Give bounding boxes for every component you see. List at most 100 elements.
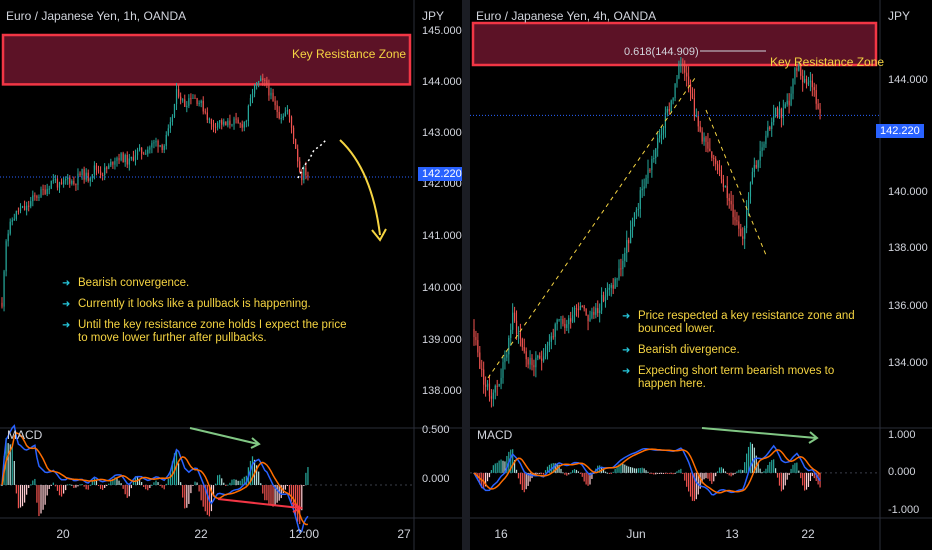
candle-body (807, 82, 810, 85)
candle-body (7, 233, 9, 242)
macd-histogram-bar (9, 444, 11, 486)
macd-histogram-bar (802, 472, 804, 486)
macd-histogram-bar (485, 472, 487, 487)
candle-body (34, 195, 36, 197)
candle-body (110, 161, 112, 166)
arrow-right-icon: ➜ (62, 299, 71, 310)
candle-body (87, 172, 89, 181)
macd-histogram-bar (169, 472, 171, 486)
x-tick: 16 (494, 527, 508, 541)
candle-body (515, 320, 518, 334)
panel-divider[interactable] (462, 0, 470, 550)
macd-histogram-bar (715, 472, 717, 477)
macd-histogram-bar (618, 464, 620, 473)
macd-histogram-bar (19, 485, 22, 508)
macd-histogram-bar (83, 485, 85, 487)
candle-body (128, 158, 130, 165)
candle-body (575, 307, 578, 309)
candle-body (169, 121, 171, 129)
macd-histogram-bar (811, 472, 813, 477)
macd-histogram-bar (711, 472, 713, 484)
macd-trend-line (189, 427, 259, 445)
macd-histogram-bar (527, 472, 529, 486)
candle-body (91, 174, 93, 179)
candle-body (562, 319, 564, 324)
candle-body (747, 196, 750, 210)
candle-body (95, 165, 98, 170)
candle-body (118, 158, 120, 161)
candle-body (572, 315, 574, 322)
candle-body (155, 140, 157, 143)
macd-histogram-bar (212, 485, 215, 497)
macd-histogram-bar (792, 464, 794, 473)
macd-histogram-bar (765, 468, 767, 473)
macd-histogram-bar (270, 485, 272, 506)
candle-body (301, 171, 303, 181)
macd-histogram-bar (535, 472, 537, 475)
macd-histogram-bar (161, 485, 163, 488)
candle-body (688, 76, 690, 85)
candle-body (292, 127, 295, 140)
candle-body (744, 228, 746, 239)
candle-body (622, 260, 624, 269)
candle-body (9, 221, 11, 234)
candle-body (106, 167, 108, 169)
macd-histogram-bar (610, 472, 612, 474)
candle-body (695, 115, 697, 117)
histogram-trend-arrowhead (291, 502, 304, 513)
macd-histogram-bar (515, 469, 518, 473)
macd-histogram-bar (560, 468, 562, 473)
candle-body (589, 318, 591, 322)
macd-histogram-bar (219, 474, 221, 486)
macd-histogram-bar (790, 468, 792, 473)
candle-body (707, 141, 709, 149)
candle-body (662, 128, 665, 134)
candle-body (512, 312, 514, 330)
candle-body (40, 189, 42, 197)
candle-body (276, 105, 278, 112)
chart-4h-canvas[interactable] (470, 0, 932, 550)
macd-histogram-bar (678, 469, 680, 473)
macd-histogram-bar (46, 485, 48, 496)
candle-body (608, 287, 610, 290)
candle-body (570, 318, 572, 322)
chart-panel-1h[interactable]: Euro / Japanese Yen, 1h, OANDA JPY Key R… (0, 0, 466, 550)
arrow-right-icon: ➜ (622, 311, 631, 322)
macd-histogram-bar (210, 485, 213, 512)
chart-panel-4h[interactable]: Euro / Japanese Yen, 4h, OANDA JPY 0.618… (470, 0, 932, 550)
histogram-trend-line (217, 498, 301, 509)
note-item: ➜ Expecting short term bearish moves to h… (622, 365, 862, 391)
macd-histogram-bar (264, 485, 266, 501)
macd-y-tick: 0.000 (888, 466, 916, 478)
candle-body (601, 294, 603, 311)
candle-body (668, 108, 670, 112)
macd-histogram-bar (89, 484, 91, 486)
chart-1h-canvas[interactable] (0, 0, 462, 550)
candle-body (97, 169, 100, 172)
macd-histogram-bar (539, 472, 541, 474)
candle-body (492, 392, 494, 399)
candle-body (161, 145, 163, 151)
candle-body (604, 296, 607, 302)
candle-body (19, 207, 22, 211)
candle-body (58, 182, 61, 188)
candle-body (502, 362, 504, 378)
macd-histogram-bar (239, 480, 241, 486)
macd-histogram-bar (145, 485, 147, 490)
macd-trend-arrowhead (250, 437, 261, 449)
candle-body (32, 195, 34, 202)
macd-histogram-bar (606, 472, 608, 474)
macd-histogram-bar (773, 459, 775, 473)
candle-body (655, 148, 657, 158)
candle-body (188, 98, 190, 106)
candle-body (124, 154, 126, 163)
macd-histogram-bar (235, 479, 237, 486)
candle-body (740, 228, 742, 237)
candle-body (689, 84, 692, 94)
macd-histogram-bar (728, 472, 730, 476)
candle-body (610, 285, 612, 288)
macd-histogram-bar (713, 472, 715, 482)
macd-histogram-bar (805, 472, 808, 490)
macd-histogram-bar (809, 472, 811, 482)
y-tick: 139.000 (422, 334, 462, 346)
